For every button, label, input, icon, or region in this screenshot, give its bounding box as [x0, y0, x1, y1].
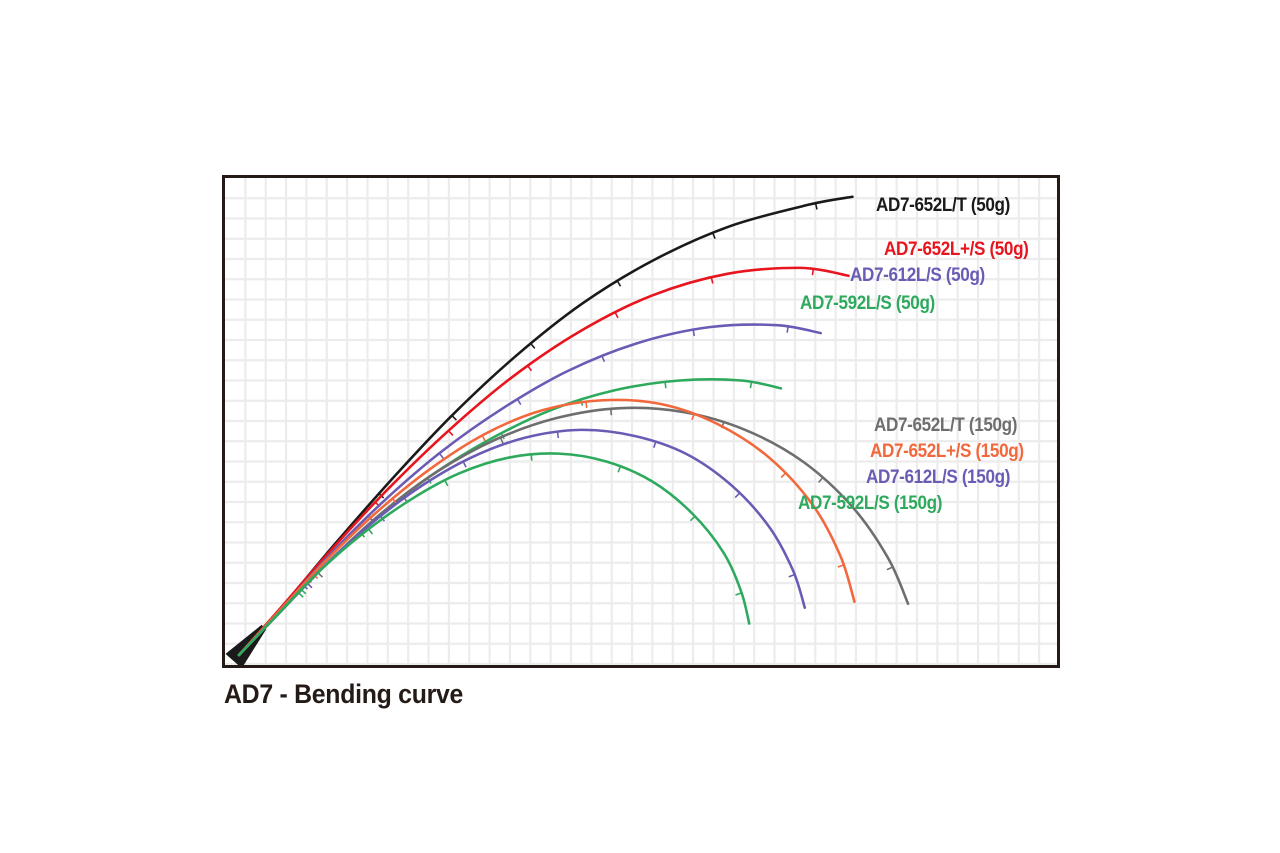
- series-label-ad7-652l-s-150g: AD7-652L+/S (150g): [870, 441, 1024, 462]
- series-label-ad7-652l-t-50g: AD7-652L/T (50g): [876, 195, 1010, 216]
- rod-guide-tick: [530, 342, 536, 349]
- series-label-ad7-652l-t-150g: AD7-652L/T (150g): [874, 415, 1018, 436]
- series-label-ad7-592l-s-50g: AD7-592L/S (50g): [800, 293, 935, 314]
- rod-guide-tick: [367, 528, 374, 535]
- rod-guide-tick: [530, 454, 533, 461]
- rod-guide-tick: [710, 276, 714, 284]
- rod-guide-tick: [601, 355, 606, 363]
- curve-line: [237, 398, 856, 657]
- curve-line: [237, 195, 854, 657]
- rod-guide-tick: [653, 441, 657, 449]
- curve-line: [237, 266, 850, 657]
- series-label-ad7-612l-s-50g: AD7-612L/S (50g): [850, 265, 985, 286]
- rod-guide-tick: [689, 515, 696, 522]
- rod-guide-tick: [886, 566, 894, 571]
- rod-guide-tick: [616, 280, 622, 287]
- rod-guide-tick: [811, 268, 815, 276]
- rod-guide-tick: [664, 381, 667, 389]
- curve-ad7-612l-s-50g: [237, 323, 822, 657]
- rod-guide-tick: [438, 452, 444, 459]
- curve-ad7-652l-t-150g: [237, 406, 910, 657]
- rod-guide-tick: [527, 365, 533, 372]
- rod-guide-tick: [614, 311, 619, 319]
- curve-ad7-652l-t-50g: [237, 195, 854, 657]
- rod-guide-tick: [462, 461, 467, 468]
- curve-ad7-592l-s-150g: [237, 452, 751, 657]
- rod-guide-tick: [516, 398, 522, 406]
- rod-guide-tick: [734, 492, 741, 499]
- rod-guide-tick: [499, 437, 504, 444]
- rod-guide-tick: [481, 435, 486, 442]
- rod-guide-tick: [814, 202, 818, 210]
- rod-guide-tick: [837, 564, 845, 568]
- chart-title: AD7 - Bending curve: [224, 679, 464, 709]
- curve-line: [237, 452, 751, 657]
- rod-guide-tick: [711, 232, 716, 239]
- rod-guide-tick: [556, 431, 560, 439]
- rod-guide-tick: [786, 326, 789, 333]
- rod-guide-tick: [780, 472, 787, 479]
- rod-guide-tick: [585, 401, 588, 409]
- series-label-ad7-652l-s-50g: AD7-652L+/S (50g): [884, 239, 1029, 260]
- series-label-ad7-592l-s-150g: AD7-592L/S (150g): [798, 493, 943, 514]
- rod-guide-tick: [451, 415, 457, 421]
- curve-line: [237, 323, 822, 657]
- rod-guide-tick: [300, 588, 307, 595]
- curve-line: [237, 428, 807, 657]
- grid-layer: [225, 178, 1057, 665]
- rod-guide-tick: [617, 465, 622, 473]
- rod-guide-tick: [692, 329, 696, 337]
- curve-layer: [225, 195, 910, 665]
- rod-guide-tick: [691, 413, 695, 421]
- curve-ad7-652l-s-50g: [237, 266, 850, 657]
- rod-guide-tick: [735, 592, 742, 596]
- rod-guide-tick: [444, 479, 449, 487]
- plot-frame: [222, 175, 1060, 668]
- rod-guide-tick: [818, 476, 824, 483]
- rod-guide-tick: [788, 573, 795, 578]
- curve-line: [237, 406, 910, 657]
- curve-ad7-612l-s-150g: [237, 428, 807, 657]
- rod-guide-tick: [749, 381, 753, 389]
- series-label-ad7-612l-s-150g: AD7-612L/S (150g): [866, 467, 1011, 488]
- rod-guide-tick: [447, 430, 454, 436]
